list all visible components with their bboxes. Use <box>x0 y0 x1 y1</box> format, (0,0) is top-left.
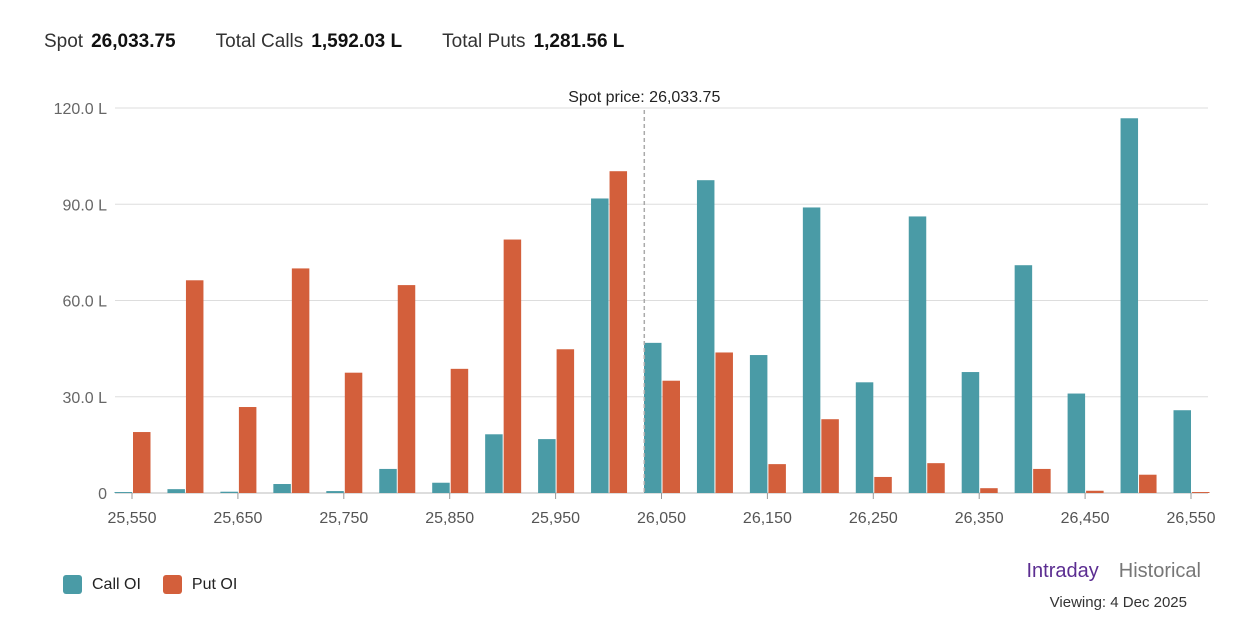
x-tick-label: 25,950 <box>531 510 580 527</box>
put-oi-bar[interactable] <box>768 464 786 493</box>
call-oi-bar[interactable] <box>908 216 927 494</box>
put-oi-bar[interactable] <box>238 407 257 493</box>
put-oi-bar[interactable] <box>556 349 575 493</box>
put-oi-bar[interactable] <box>609 171 628 493</box>
put-oi-bar[interactable] <box>874 476 892 493</box>
call-oi-bar[interactable] <box>538 439 556 493</box>
call-oi-bar[interactable] <box>749 355 768 493</box>
x-tick-label: 26,050 <box>637 510 686 527</box>
put-oi-bar[interactable] <box>344 372 363 493</box>
total-calls-value: 1,592.03 L <box>311 31 403 52</box>
tab-historical[interactable]: Historical <box>1118 560 1201 582</box>
put-oi-bar[interactable] <box>927 463 945 493</box>
put-oi-bar[interactable] <box>133 432 151 493</box>
y-tick-label: 0 <box>98 486 107 503</box>
y-tick-label: 60.0 L <box>63 294 108 311</box>
put-oi-bar[interactable] <box>1033 468 1051 493</box>
x-tick-label: 26,450 <box>1061 510 1110 527</box>
legend-label-put: Put OI <box>191 575 238 593</box>
legend-swatch-put <box>162 575 182 594</box>
spot-value: 26,033.75 <box>91 31 176 52</box>
call-oi-bar[interactable] <box>114 492 133 493</box>
viewing-date: Viewing: 4 Dec 2025 <box>1049 594 1187 611</box>
put-oi-bar[interactable] <box>980 488 998 493</box>
total-puts-stat: Total Puts 1,281.56 L <box>442 30 624 54</box>
call-oi-bar[interactable] <box>220 491 238 493</box>
call-oi-bar[interactable] <box>485 434 503 493</box>
put-oi-bar[interactable] <box>503 239 522 493</box>
total-calls-label: Total Calls <box>215 31 304 52</box>
put-oi-bar[interactable] <box>397 285 416 493</box>
x-tick-label: 25,850 <box>425 510 474 527</box>
legend-put-oi[interactable]: Put OI <box>162 575 238 594</box>
x-tick-label: 26,550 <box>1167 510 1216 527</box>
put-oi-bar[interactable] <box>291 268 310 493</box>
summary-bar: Spot 26,033.75 Total Calls 1,592.03 L Tota… <box>44 30 664 54</box>
put-oi-bar[interactable] <box>1192 492 1210 493</box>
spot-label: Spot <box>44 31 84 52</box>
call-oi-bar[interactable] <box>1014 265 1033 493</box>
legend-swatch-call <box>63 575 82 594</box>
put-oi-bar[interactable] <box>662 380 681 493</box>
y-tick-label: 90.0 L <box>63 197 108 214</box>
put-oi-bar[interactable] <box>1086 490 1104 493</box>
chart-legend: Call OI Put OI <box>63 575 259 594</box>
call-oi-bar[interactable] <box>379 468 397 493</box>
put-oi-bar[interactable] <box>715 352 733 493</box>
put-oi-bar[interactable] <box>821 419 839 493</box>
call-oi-bar[interactable] <box>432 482 450 493</box>
legend-call-oi[interactable]: Call OI <box>63 575 141 594</box>
call-oi-bar[interactable] <box>644 342 662 493</box>
call-oi-bar[interactable] <box>167 489 185 493</box>
call-oi-bar[interactable] <box>855 382 874 493</box>
total-calls-stat: Total Calls 1,592.03 L <box>216 30 403 54</box>
axis-layer: 0 30.0 L 60.0 L 90.0 L 120.0 L 25,550 25,650 25… <box>54 101 1216 527</box>
open-interest-chart: 0 30.0 L 60.0 L 90.0 L 120.0 L 25,550 25,650 25… <box>54 89 1216 527</box>
call-oi-bar[interactable] <box>273 484 291 493</box>
x-tick-label: 25,550 <box>108 510 157 527</box>
put-oi-bar[interactable] <box>450 368 469 493</box>
call-oi-bar[interactable] <box>961 372 980 493</box>
call-oi-bar[interactable] <box>696 180 715 493</box>
legend-label-call: Call OI <box>92 575 141 593</box>
x-tick-label: 26,150 <box>743 510 792 527</box>
spot-stat: Spot 26,033.75 <box>44 30 176 54</box>
bar-layer <box>114 118 1210 494</box>
call-oi-bar[interactable] <box>802 207 821 493</box>
y-tick-label: 30.0 L <box>63 390 108 407</box>
x-tick-label: 25,650 <box>213 510 262 527</box>
call-oi-bar[interactable] <box>1120 118 1139 493</box>
put-oi-bar[interactable] <box>1139 474 1157 493</box>
call-oi-bar[interactable] <box>1067 393 1086 493</box>
y-tick-label: 120.0 L <box>54 101 107 118</box>
tab-intraday[interactable]: Intraday <box>1026 560 1099 582</box>
total-puts-label: Total Puts <box>442 31 526 52</box>
view-toggle: Intraday Historical <box>1006 560 1201 583</box>
x-tick-label: 26,250 <box>849 510 898 527</box>
spot-price-label: Spot price: 26,033.75 <box>568 89 720 106</box>
total-puts-value: 1,281.56 L <box>533 31 625 52</box>
put-oi-bar[interactable] <box>185 280 204 493</box>
x-tick-label: 26,350 <box>955 510 1004 527</box>
call-oi-bar[interactable] <box>326 491 344 493</box>
call-oi-bar[interactable] <box>591 198 609 493</box>
x-tick-label: 25,750 <box>319 510 368 527</box>
call-oi-bar[interactable] <box>1173 410 1192 493</box>
